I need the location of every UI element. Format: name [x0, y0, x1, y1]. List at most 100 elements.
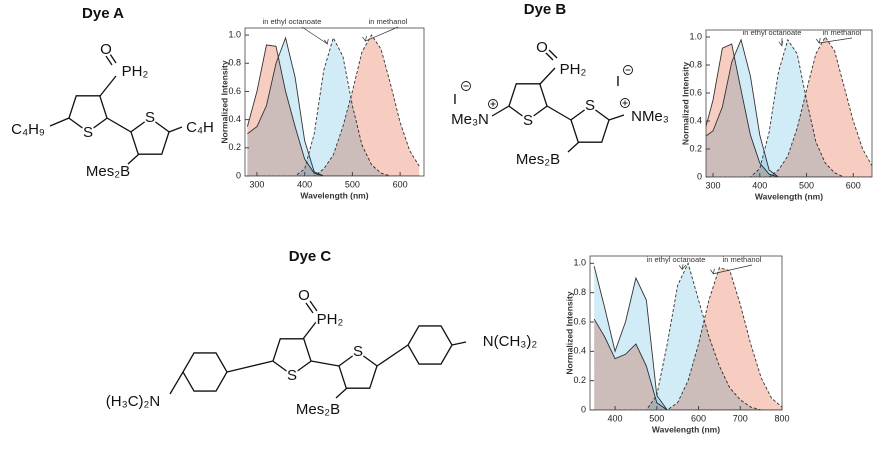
x-tick-label: 600 — [691, 413, 706, 423]
x-tick-label: 800 — [774, 413, 789, 423]
bond — [451, 341, 467, 346]
area-fill — [247, 37, 420, 176]
x-tick-label: 400 — [608, 413, 623, 423]
y-tick-label: 0 — [581, 404, 586, 414]
y-tick-label: 0.6 — [228, 86, 241, 96]
atom-label: S — [353, 343, 363, 360]
x-tick-label: 500 — [345, 179, 360, 189]
bond — [168, 126, 183, 133]
series-line — [247, 36, 420, 176]
y-tick-label: 0.6 — [689, 87, 702, 97]
bond — [608, 114, 625, 121]
atom-label: Mes₂B — [516, 151, 560, 168]
atom-label: S — [585, 97, 595, 114]
plot-frame — [589, 255, 783, 411]
bond — [226, 360, 274, 373]
arrow-head — [324, 38, 329, 45]
arrow-head — [362, 35, 367, 42]
bond — [309, 300, 318, 312]
x-axis-label: Wavelength (nm) — [652, 424, 720, 434]
structure-title: Dye B — [524, 1, 567, 18]
bond — [335, 387, 348, 399]
bond — [305, 302, 314, 314]
atom-label: PH₂ — [560, 61, 587, 78]
y-axis-label: Normalized Intensity — [219, 60, 229, 143]
ring — [407, 325, 453, 365]
bond — [105, 55, 113, 66]
atom-label: I — [616, 73, 620, 90]
bond — [106, 117, 132, 133]
annotation-arrow — [681, 264, 687, 270]
bond — [546, 105, 572, 121]
series-line — [706, 43, 872, 177]
area-fill — [594, 267, 782, 410]
x-axis-label: Wavelength (nm) — [755, 191, 823, 201]
bond — [127, 153, 140, 165]
y-axis-label: Normalized Intensity — [564, 291, 574, 374]
bond — [49, 117, 70, 127]
y-tick-label: 0.2 — [689, 143, 702, 153]
atom-label: Mes₂B — [86, 163, 130, 180]
charge — [623, 65, 633, 75]
area-fill — [706, 39, 872, 177]
bond — [539, 67, 556, 85]
atom-label: S — [523, 112, 533, 129]
y-tick-label: 0.6 — [573, 316, 586, 326]
x-tick-label: 400 — [752, 180, 767, 190]
bond — [169, 371, 184, 395]
y-tick-label: 0.8 — [573, 287, 586, 297]
y-tick-label: 0 — [236, 170, 241, 180]
series-group — [246, 34, 420, 176]
atom-label: S — [83, 124, 93, 141]
y-tick-label: 1.0 — [228, 29, 241, 39]
atom-label: C₄H₉ — [11, 121, 45, 138]
bond — [548, 49, 558, 59]
atom-label: O — [298, 287, 310, 304]
x-tick-label: 300 — [249, 179, 264, 189]
area-fill — [594, 263, 782, 410]
ring — [272, 338, 312, 376]
area-fill — [706, 37, 872, 177]
series-group — [706, 36, 872, 177]
series-line — [594, 267, 782, 410]
series-line — [247, 34, 420, 176]
atom-label: N(CH₃)₂ — [483, 333, 538, 350]
bond — [310, 360, 340, 367]
bond — [376, 344, 409, 367]
x-tick-label: 400 — [297, 179, 312, 189]
x-tick-label: 500 — [649, 413, 664, 423]
bond — [109, 53, 117, 64]
atom-label: Me₃N — [451, 111, 489, 128]
series-line — [706, 38, 872, 177]
y-tick-label: 1.0 — [689, 31, 702, 41]
arrow-head — [710, 268, 715, 275]
x-tick-label: 500 — [799, 180, 814, 190]
bond — [544, 51, 554, 61]
y-tick-label: 0.2 — [573, 375, 586, 385]
atom-label: (H₃C)₂N — [106, 393, 160, 410]
x-tick-label: 600 — [846, 180, 861, 190]
y-tick-label: 0.2 — [228, 142, 241, 152]
series-line — [593, 266, 782, 410]
arrow-head — [678, 264, 684, 271]
y-tick-label: 0.4 — [228, 114, 241, 124]
annotation-arrow — [713, 264, 753, 275]
charge — [488, 99, 498, 109]
annotation: in methanol — [723, 255, 762, 264]
series-group — [593, 262, 782, 410]
area-fill — [247, 37, 420, 176]
annotation: in ethyl octanoate — [743, 28, 802, 37]
atom-label: I — [453, 91, 457, 108]
annotation: in methanol — [823, 28, 862, 37]
bond — [491, 105, 510, 117]
atom-label: C₄H — [186, 119, 214, 136]
arrow-head — [778, 40, 784, 47]
ring — [338, 351, 378, 389]
plot-frame — [705, 29, 873, 178]
arrow-head — [815, 37, 821, 44]
charge — [461, 81, 471, 91]
ring — [130, 117, 170, 155]
area-fill — [247, 35, 420, 176]
y-tick-label: 0.8 — [228, 58, 241, 68]
